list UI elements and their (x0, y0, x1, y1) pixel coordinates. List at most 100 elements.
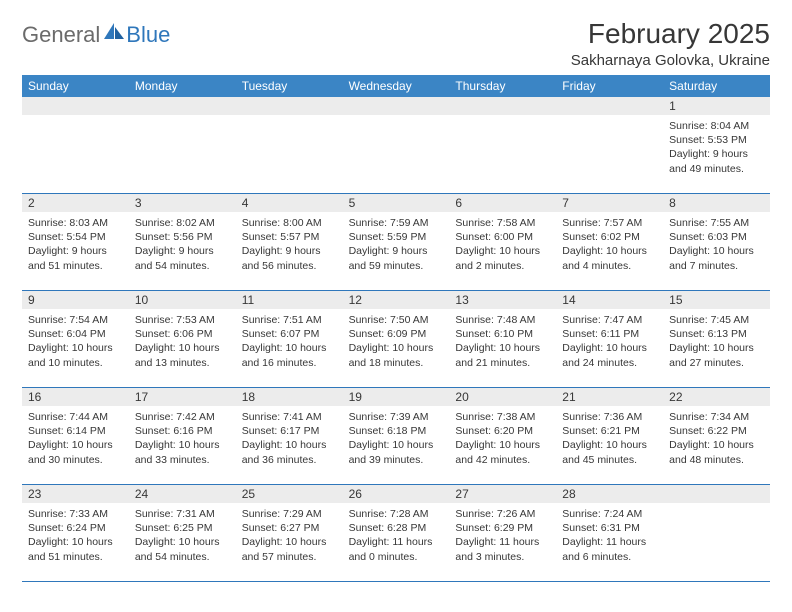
day-details: Sunrise: 7:50 AMSunset: 6:09 PMDaylight:… (347, 311, 446, 370)
day-number: 23 (22, 485, 129, 503)
day-body: Sunrise: 7:48 AMSunset: 6:10 PMDaylight:… (449, 309, 556, 387)
day-number: 16 (22, 388, 129, 406)
day-number: 7 (556, 194, 663, 212)
day-number (556, 97, 663, 115)
day-number: 5 (343, 194, 450, 212)
day-cell: 22 Sunrise: 7:34 AMSunset: 6:22 PMDayligh… (663, 388, 770, 484)
day-cell: 11Sunrise: 7:51 AMSunset: 6:07 PMDayligh… (236, 291, 343, 387)
day-details: Sunrise: 7:41 AMSunset: 6:17 PMDaylight:… (240, 408, 339, 467)
sail-icon (104, 23, 124, 39)
week-row: 23 Sunrise: 7:33 AMSunset: 6:24 PMDayligh… (22, 485, 770, 582)
day-body: Sunrise: 8:02 AMSunset: 5:56 PMDaylight:… (129, 212, 236, 290)
day-details: Sunrise: 7:38 AMSunset: 6:20 PMDaylight:… (453, 408, 552, 467)
day-number: 17 (129, 388, 236, 406)
day-body: Sunrise: 7:29 AMSunset: 6:27 PMDaylight:… (236, 503, 343, 581)
day-body: Sunrise: 7:28 AMSunset: 6:28 PMDaylight:… (343, 503, 450, 581)
day-number: 8 (663, 194, 770, 212)
day-body: Sunrise: 7:50 AMSunset: 6:09 PMDaylight:… (343, 309, 450, 387)
brand-logo: General Blue (22, 22, 170, 48)
day-details: Sunrise: 7:55 AMSunset: 6:03 PMDaylight:… (667, 214, 766, 273)
day-cell: 19Sunrise: 7:39 AMSunset: 6:18 PMDayligh… (343, 388, 450, 484)
day-details: Sunrise: 8:00 AMSunset: 5:57 PMDaylight:… (240, 214, 339, 273)
day-body (22, 115, 129, 193)
day-number: 22 (663, 388, 770, 406)
day-number: 12 (343, 291, 450, 309)
week-row: 16 Sunrise: 7:44 AMSunset: 6:14 PMDayligh… (22, 388, 770, 485)
day-details: Sunrise: 7:26 AMSunset: 6:29 PMDaylight:… (453, 505, 552, 564)
day-body: Sunrise: 8:03 AMSunset: 5:54 PMDaylight:… (22, 212, 129, 290)
day-body (236, 115, 343, 193)
day-cell: 4Sunrise: 8:00 AMSunset: 5:57 PMDaylight… (236, 194, 343, 290)
day-cell: 14Sunrise: 7:47 AMSunset: 6:11 PMDayligh… (556, 291, 663, 387)
day-cell: 23 Sunrise: 7:33 AMSunset: 6:24 PMDayligh… (22, 485, 129, 581)
day-body: Sunrise: 7:47 AMSunset: 6:11 PMDaylight:… (556, 309, 663, 387)
weekday-wed: Wednesday (343, 75, 450, 97)
day-details: Sunrise: 7:34 AMSunset: 6:22 PMDaylight:… (667, 408, 766, 467)
weekday-mon: Monday (129, 75, 236, 97)
day-details: Sunrise: 7:51 AMSunset: 6:07 PMDaylight:… (240, 311, 339, 370)
day-number (129, 97, 236, 115)
day-details: Sunrise: 7:33 AMSunset: 6:24 PMDaylight:… (26, 505, 125, 564)
day-number: 21 (556, 388, 663, 406)
title-block: February 2025 Sakharnaya Golovka, Ukrain… (571, 18, 770, 69)
day-cell: 12 Sunrise: 7:50 AMSunset: 6:09 PMDayligh… (343, 291, 450, 387)
day-body (343, 115, 450, 193)
day-number: 19 (343, 388, 450, 406)
day-body: Sunrise: 7:57 AMSunset: 6:02 PMDaylight:… (556, 212, 663, 290)
day-number: 1 (663, 97, 770, 115)
day-body: Sunrise: 7:31 AMSunset: 6:25 PMDaylight:… (129, 503, 236, 581)
day-number (343, 97, 450, 115)
day-details: Sunrise: 7:44 AMSunset: 6:14 PMDaylight:… (26, 408, 125, 467)
day-cell: 10Sunrise: 7:53 AMSunset: 6:06 PMDayligh… (129, 291, 236, 387)
day-cell (663, 485, 770, 581)
day-details: Sunrise: 7:42 AMSunset: 6:16 PMDaylight:… (133, 408, 232, 467)
day-cell: 26Sunrise: 7:28 AMSunset: 6:28 PMDayligh… (343, 485, 450, 581)
day-details: Sunrise: 7:45 AMSunset: 6:13 PMDaylight:… (667, 311, 766, 370)
day-cell: 28Sunrise: 7:24 AMSunset: 6:31 PMDayligh… (556, 485, 663, 581)
day-body: Sunrise: 7:45 AMSunset: 6:13 PMDaylight:… (663, 309, 770, 387)
day-body: Sunrise: 7:39 AMSunset: 6:18 PMDaylight:… (343, 406, 450, 484)
day-cell: 20Sunrise: 7:38 AMSunset: 6:20 PMDayligh… (449, 388, 556, 484)
day-body (449, 115, 556, 193)
page-header: General Blue February 2025 Sakharnaya Go… (22, 18, 770, 69)
day-details: Sunrise: 7:57 AMSunset: 6:02 PMDaylight:… (560, 214, 659, 273)
day-number: 28 (556, 485, 663, 503)
weekday-fri: Friday (556, 75, 663, 97)
day-cell (236, 97, 343, 193)
day-body: Sunrise: 7:33 AMSunset: 6:24 PMDaylight:… (22, 503, 129, 581)
week-row: 1 Sunrise: 8:04 AMSunset: 5:53 PMDaylight… (22, 97, 770, 194)
day-number: 24 (129, 485, 236, 503)
day-body: Sunrise: 7:53 AMSunset: 6:06 PMDaylight:… (129, 309, 236, 387)
day-cell: 6Sunrise: 7:58 AMSunset: 6:00 PMDaylight… (449, 194, 556, 290)
day-body (663, 503, 770, 581)
location-label: Sakharnaya Golovka, Ukraine (571, 52, 770, 69)
weeks-container: 1 Sunrise: 8:04 AMSunset: 5:53 PMDaylight… (22, 97, 770, 582)
day-details: Sunrise: 8:04 AMSunset: 5:53 PMDaylight:… (667, 117, 766, 176)
brand-part2: Blue (126, 22, 170, 48)
day-cell: 2 Sunrise: 8:03 AMSunset: 5:54 PMDaylight… (22, 194, 129, 290)
day-details: Sunrise: 8:02 AMSunset: 5:56 PMDaylight:… (133, 214, 232, 273)
day-number: 6 (449, 194, 556, 212)
day-number: 9 (22, 291, 129, 309)
day-cell (22, 97, 129, 193)
day-body: Sunrise: 8:04 AMSunset: 5:53 PMDaylight:… (663, 115, 770, 193)
day-body: Sunrise: 7:26 AMSunset: 6:29 PMDaylight:… (449, 503, 556, 581)
day-details: Sunrise: 7:47 AMSunset: 6:11 PMDaylight:… (560, 311, 659, 370)
day-details: Sunrise: 7:36 AMSunset: 6:21 PMDaylight:… (560, 408, 659, 467)
day-cell: 7 Sunrise: 7:57 AMSunset: 6:02 PMDaylight… (556, 194, 663, 290)
day-cell: 5Sunrise: 7:59 AMSunset: 5:59 PMDaylight… (343, 194, 450, 290)
month-title: February 2025 (571, 18, 770, 50)
day-cell: 3Sunrise: 8:02 AMSunset: 5:56 PMDaylight… (129, 194, 236, 290)
day-number: 13 (449, 291, 556, 309)
day-number: 2 (22, 194, 129, 212)
day-details: Sunrise: 7:31 AMSunset: 6:25 PMDaylight:… (133, 505, 232, 564)
day-body: Sunrise: 7:36 AMSunset: 6:21 PMDaylight:… (556, 406, 663, 484)
day-number: 27 (449, 485, 556, 503)
day-cell: 21 Sunrise: 7:36 AMSunset: 6:21 PMDayligh… (556, 388, 663, 484)
day-body: Sunrise: 7:24 AMSunset: 6:31 PMDaylight:… (556, 503, 663, 581)
day-details: Sunrise: 8:03 AMSunset: 5:54 PMDaylight:… (26, 214, 125, 273)
day-body: Sunrise: 7:59 AMSunset: 5:59 PMDaylight:… (343, 212, 450, 290)
day-number: 18 (236, 388, 343, 406)
day-cell: 1 Sunrise: 8:04 AMSunset: 5:53 PMDaylight… (663, 97, 770, 193)
day-cell (343, 97, 450, 193)
